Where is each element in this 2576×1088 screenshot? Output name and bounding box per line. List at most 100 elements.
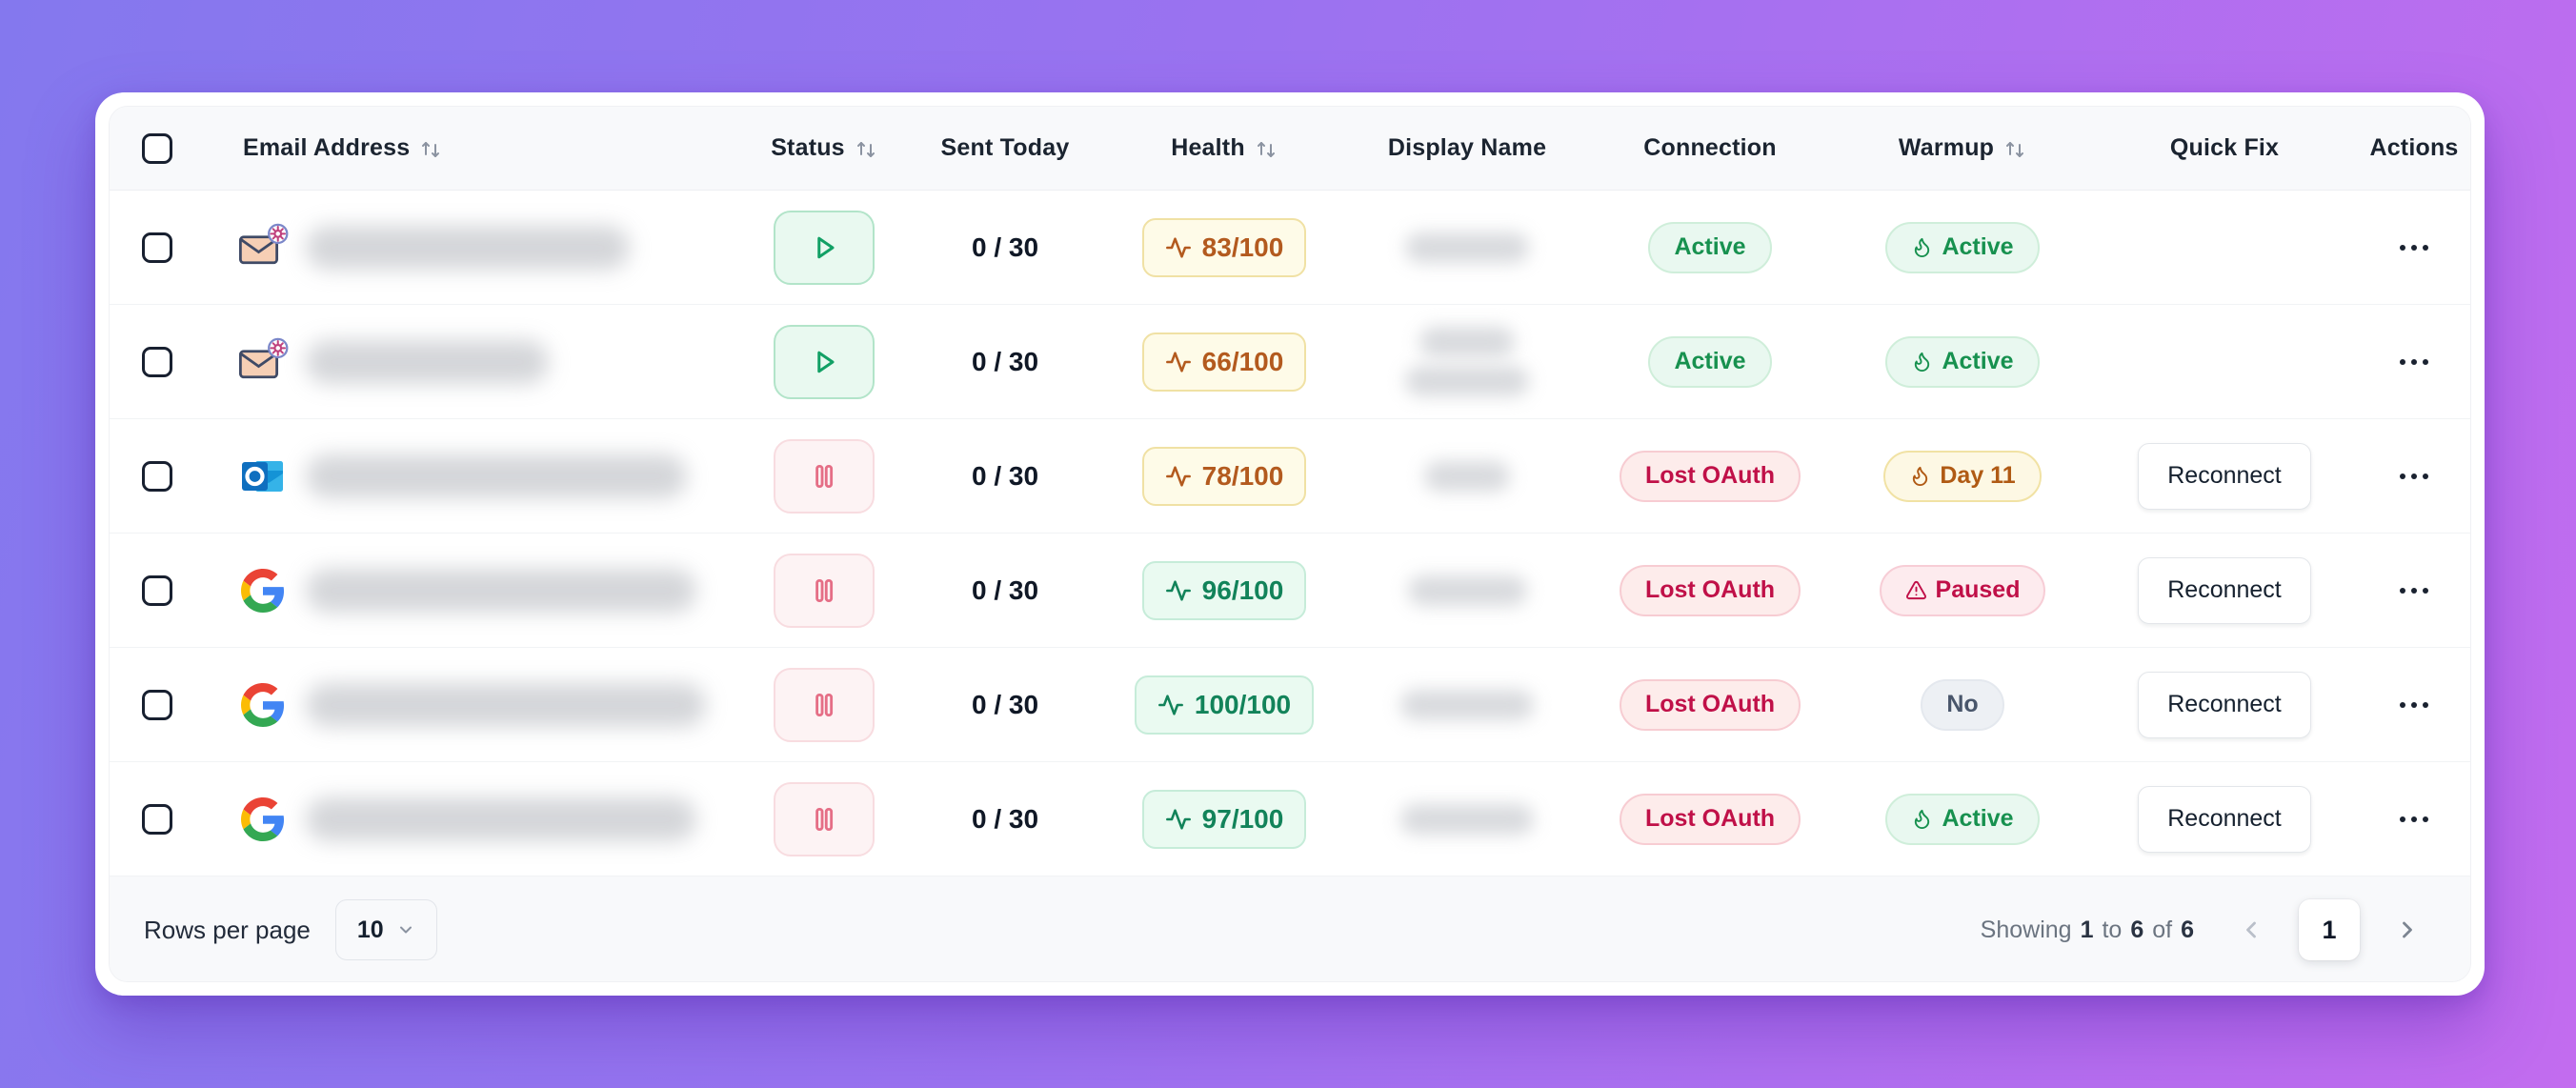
previous-page-button[interactable] [2232, 911, 2270, 949]
email-address-redacted [306, 568, 696, 613]
warmup-status-badge: Active [1885, 335, 2040, 388]
row-checkbox[interactable] [142, 803, 172, 835]
pause-icon [808, 460, 840, 493]
row-actions-button[interactable] [2387, 690, 2441, 720]
select-all-checkbox[interactable] [142, 132, 172, 164]
column-header-warm[interactable]: Warmup [1834, 134, 2091, 162]
display-name-blur-line [1407, 574, 1527, 606]
pause-icon [808, 574, 840, 607]
display-name-redacted [1407, 574, 1527, 606]
sort-icon [855, 138, 877, 161]
status-toggle-button[interactable] [774, 324, 875, 399]
next-page-button[interactable] [2388, 911, 2426, 949]
warmup-status-badge: No [1921, 678, 2004, 731]
column-header-label: Status [771, 134, 845, 161]
table-footer: Rows per page 10 Showing 1 to 6 of 6 [110, 876, 2470, 981]
activity-icon [1165, 577, 1192, 604]
current-page-button[interactable]: 1 [2299, 899, 2360, 960]
warmup-status-label: Paused [1935, 576, 2021, 603]
display-name-blur-line [1405, 232, 1529, 263]
row-actions-button[interactable] [2387, 575, 2441, 606]
status-toggle-button[interactable] [774, 781, 875, 856]
connection-status-label: Lost OAuth [1644, 691, 1776, 717]
sent-today-value: 0 / 30 [971, 232, 1039, 262]
column-header-label: Actions [2369, 134, 2459, 161]
google-icon [237, 679, 289, 731]
row-checkbox[interactable] [142, 689, 172, 720]
reconnect-button[interactable]: Reconnect [2138, 785, 2311, 853]
row-checkbox[interactable] [142, 346, 172, 377]
display-name-blur-line [1405, 366, 1529, 396]
warmup-status-label: Active [1942, 348, 2014, 374]
chevron-down-icon [396, 920, 415, 939]
sort-icon [419, 138, 442, 161]
activity-icon [1165, 806, 1192, 833]
column-header-label: Connection [1643, 134, 1777, 161]
showing-of-word: of [2152, 916, 2173, 943]
status-toggle-button[interactable] [774, 553, 875, 628]
rows-per-page-control: Rows per page 10 [144, 899, 437, 960]
select-all-cell [110, 132, 205, 164]
column-header-conn: Connection [1586, 134, 1834, 162]
table-row: 0 / 30 100/100 Lost OAuth No Reconnect [110, 648, 2470, 762]
google-icon [237, 565, 289, 616]
showing-from: 1 [2080, 916, 2094, 943]
play-icon [807, 345, 841, 379]
rows-per-page-dropdown[interactable]: 10 [334, 899, 437, 960]
warmup-status-label: Active [1942, 233, 2014, 260]
column-header-fix: Quick Fix [2091, 134, 2358, 162]
showing-total: 6 [2181, 916, 2194, 943]
health-score-badge: 78/100 [1141, 446, 1307, 506]
pause-icon [808, 803, 840, 836]
sort-icon [2003, 138, 2026, 161]
display-name-redacted [1405, 327, 1529, 396]
flame-icon [1911, 351, 1933, 373]
health-score-badge: 97/100 [1141, 789, 1307, 849]
connection-status-badge: Lost OAuth [1619, 793, 1801, 845]
flame-icon [1911, 808, 1933, 830]
showing-to-word: to [2102, 916, 2123, 943]
status-toggle-button[interactable] [774, 438, 875, 514]
column-header-label: Quick Fix [2169, 134, 2280, 161]
column-header-name: Display Name [1348, 134, 1586, 162]
row-checkbox[interactable] [142, 232, 172, 263]
row-actions-button[interactable] [2387, 461, 2441, 492]
connection-status-badge: Active [1648, 335, 1772, 388]
table-header-row: Email Address Status Sent Today Health Di… [110, 107, 2470, 191]
custom-smtp-email-icon [237, 336, 289, 388]
table-row: 0 / 30 97/100 Lost OAuth Active Reconnec… [110, 762, 2470, 876]
flame-icon [1911, 236, 1933, 258]
rows-per-page-value: 10 [356, 916, 384, 943]
activity-icon [1165, 463, 1192, 490]
custom-smtp-email-icon [237, 222, 289, 273]
status-toggle-button[interactable] [774, 210, 875, 285]
connection-status-badge: Active [1648, 221, 1772, 273]
row-actions-button[interactable] [2387, 804, 2441, 835]
status-toggle-button[interactable] [774, 667, 875, 742]
reconnect-button[interactable]: Reconnect [2138, 442, 2311, 510]
warmup-status-label: Active [1942, 805, 2014, 832]
sent-today-value: 0 / 30 [971, 803, 1039, 834]
table-row: 0 / 30 66/100 Active Active [110, 305, 2470, 419]
reconnect-button[interactable]: Reconnect [2138, 556, 2311, 624]
google-icon [237, 794, 289, 845]
row-checkbox[interactable] [142, 574, 172, 606]
column-header-email[interactable]: Email Address [205, 134, 738, 162]
column-header-sent: Sent Today [910, 134, 1100, 162]
row-checkbox[interactable] [142, 460, 172, 492]
warmup-status-label: Day 11 [1940, 462, 2016, 489]
play-icon [807, 231, 841, 265]
display-name-blur-line [1419, 327, 1515, 357]
row-actions-button[interactable] [2387, 347, 2441, 377]
health-score-badge: 96/100 [1141, 560, 1307, 620]
reconnect-button[interactable]: Reconnect [2138, 671, 2311, 738]
connection-status-label: Lost OAuth [1644, 576, 1776, 603]
email-accounts-table: Email Address Status Sent Today Health Di… [109, 106, 2471, 982]
health-score-value: 78/100 [1201, 460, 1284, 491]
column-header-health[interactable]: Health [1100, 134, 1348, 162]
connection-status-label: Active [1674, 348, 1746, 374]
showing-summary: Showing 1 to 6 of 6 [1981, 917, 2194, 944]
column-header-status[interactable]: Status [738, 134, 910, 162]
health-score-value: 100/100 [1194, 689, 1292, 719]
row-actions-button[interactable] [2387, 232, 2441, 263]
